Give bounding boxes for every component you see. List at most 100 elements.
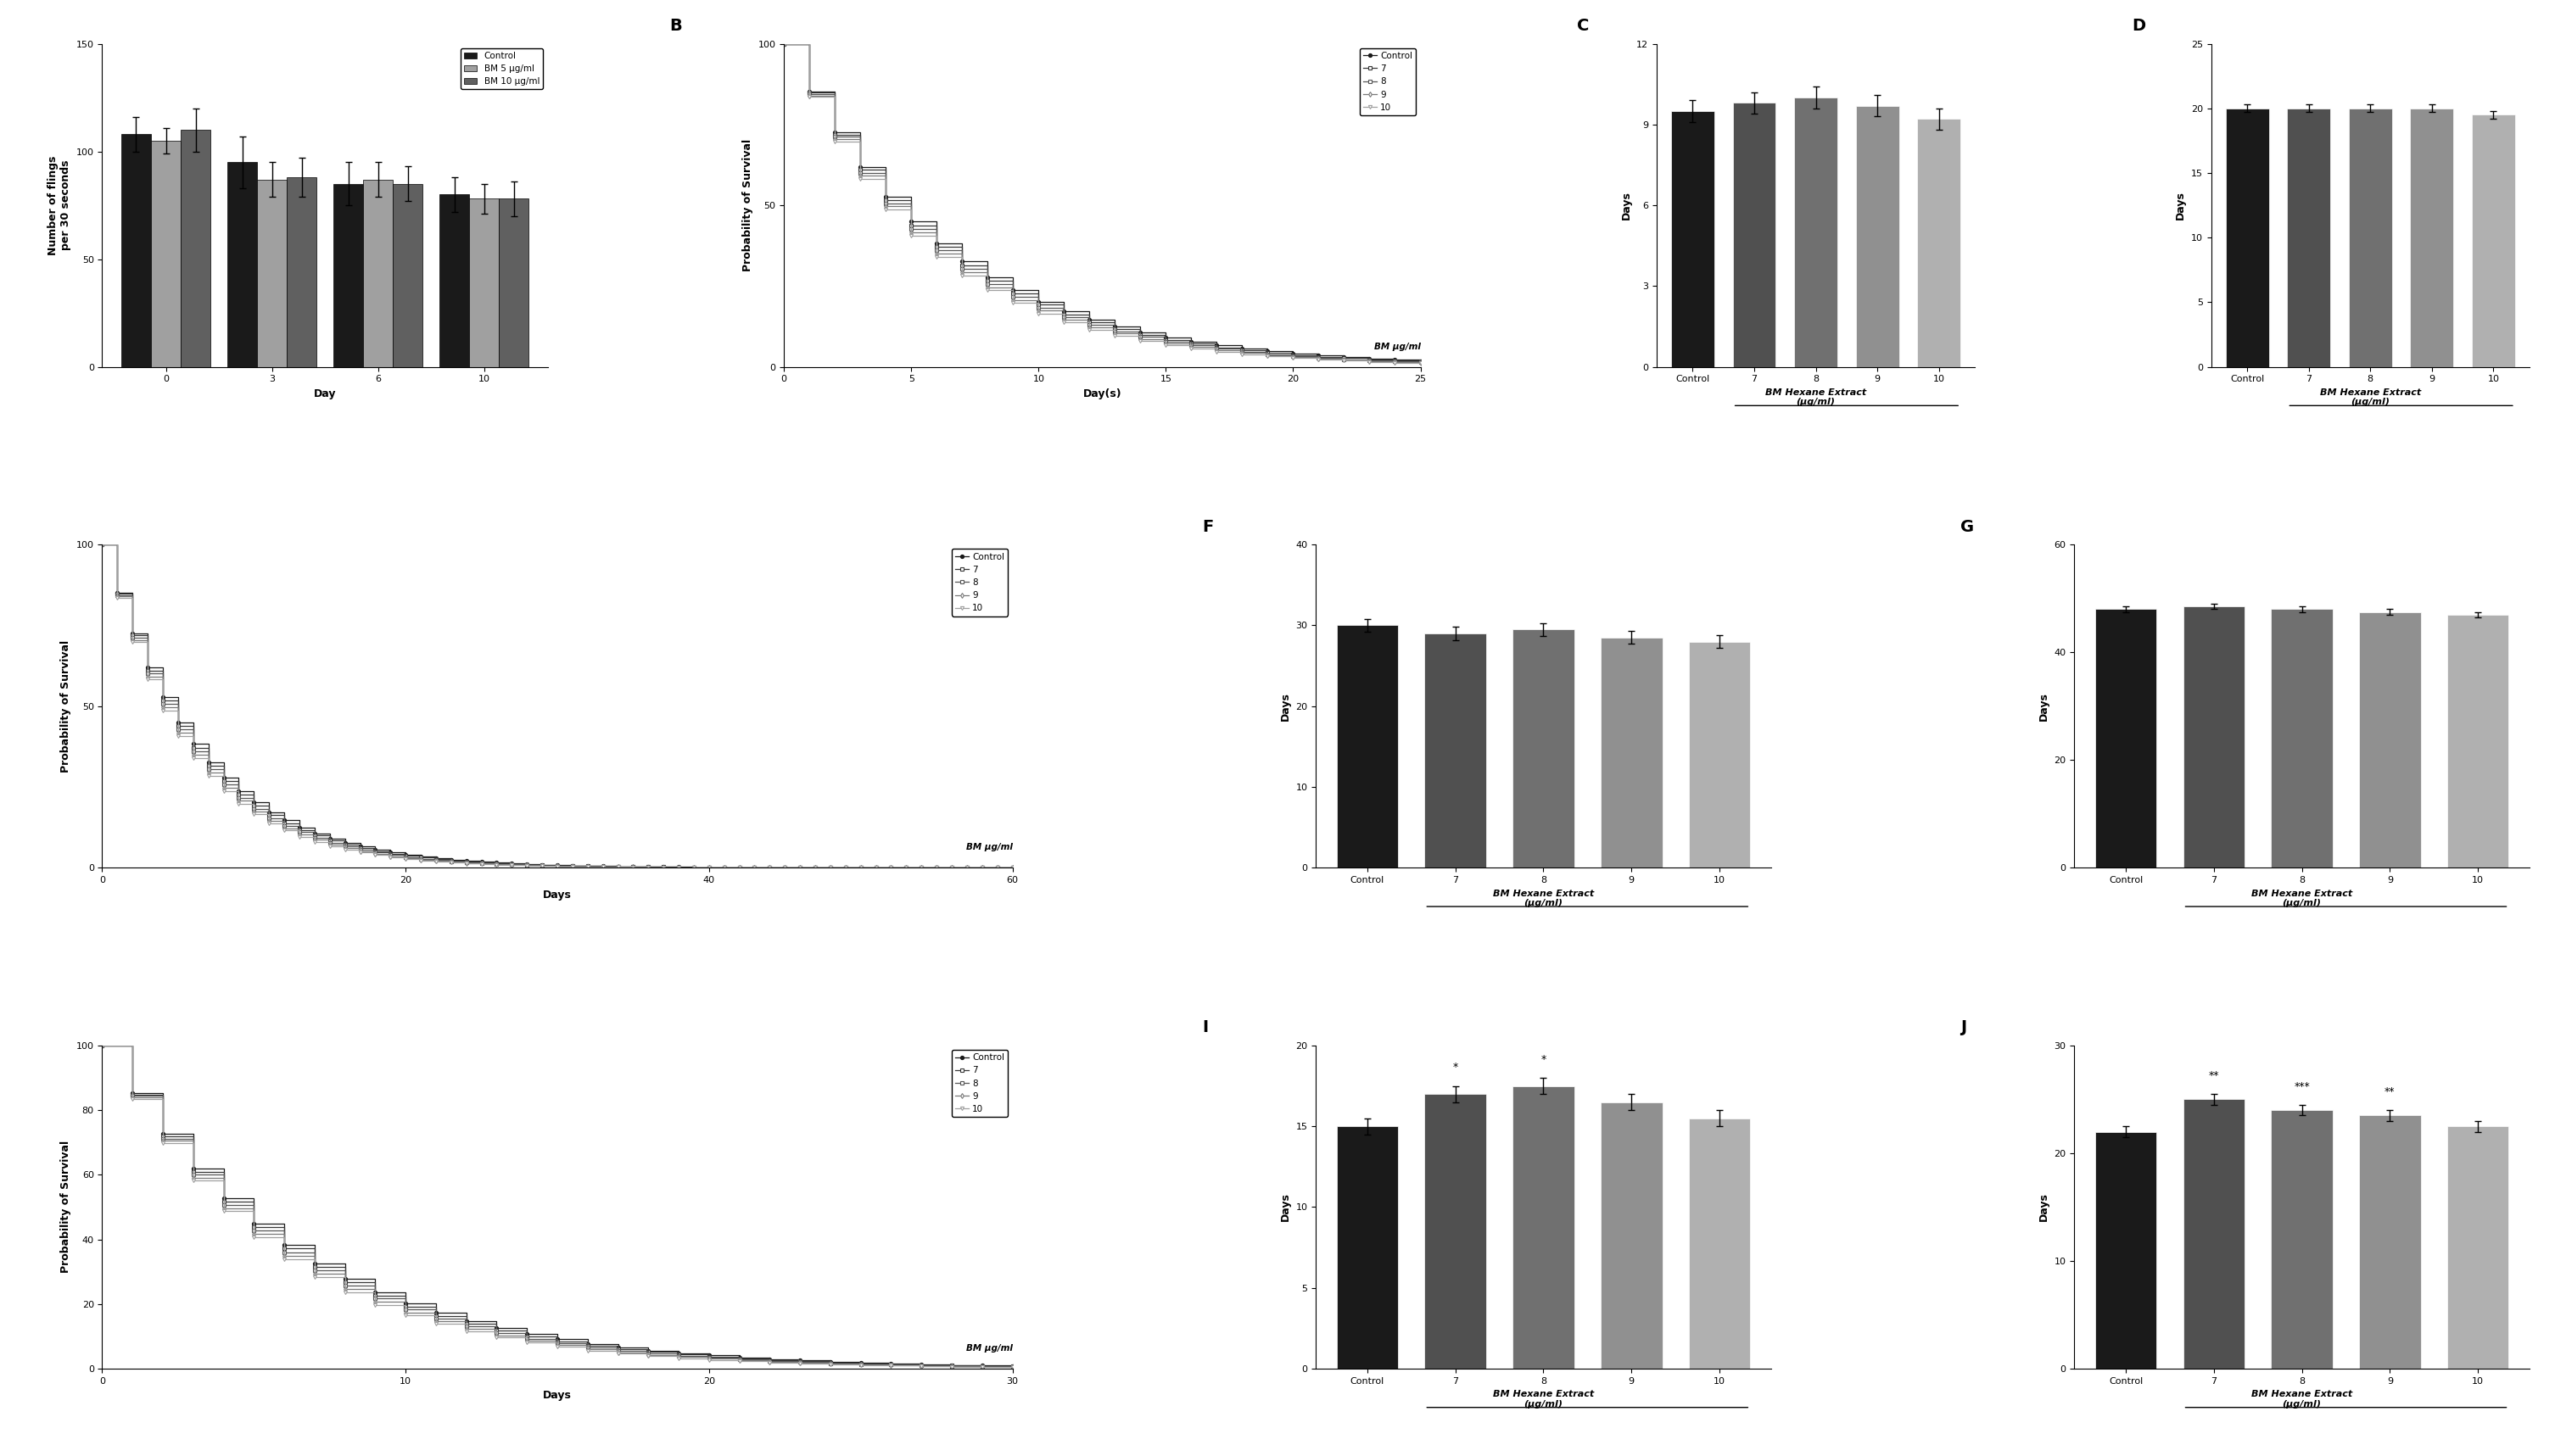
7 [148,1127,179,1144]
10 [268,1251,299,1268]
7 [664,1345,695,1363]
10 [1278,349,1308,367]
10 [1405,354,1436,371]
7 [935,1357,966,1374]
8 [966,1357,996,1374]
10 [299,1268,330,1286]
Text: *: * [1541,1054,1546,1064]
Text: BM µg/ml: BM µg/ml [966,843,1012,852]
8 [422,1310,452,1328]
8 [795,86,825,103]
Line: 10: 10 [100,1044,1014,1369]
Bar [2182,1099,2246,1369]
10 [1380,354,1410,371]
7 [815,1354,846,1372]
9 [876,859,907,877]
Control [871,188,902,205]
Y-axis label: Days: Days [1620,191,1633,220]
9 [966,1358,996,1376]
Control [815,1353,846,1370]
Y-axis label: Days: Days [1280,1192,1290,1222]
9 [1226,344,1257,361]
Control [876,1356,907,1373]
Control [1124,323,1155,341]
10 [973,281,1004,298]
Y-axis label: Probability of Survival: Probability of Survival [61,641,72,772]
8 [754,1353,784,1370]
Bar [1426,1093,1487,1369]
7 [795,84,825,102]
7 [1099,320,1129,338]
Line: 10: 10 [100,543,1014,869]
9 [118,1089,148,1107]
Bar [1426,633,1487,868]
7 [542,1332,572,1350]
9 [871,198,902,215]
9 [1405,354,1436,371]
8 [179,1166,210,1184]
10 [897,227,927,245]
Control [1099,317,1129,335]
Control [268,1236,299,1254]
Bar [151,141,181,367]
7 [330,1274,360,1291]
8 [815,1354,846,1372]
Control [1073,310,1104,328]
8 [846,165,876,182]
Bar [2448,1127,2509,1369]
7 [1278,347,1308,364]
7 [87,536,118,553]
Text: C: C [1576,17,1589,33]
Control [996,859,1027,877]
7 [973,272,1004,290]
Bar [1513,1086,1574,1369]
10 [1303,351,1334,368]
9 [406,850,437,868]
9 [422,1313,452,1331]
8 [769,35,800,52]
Control [820,124,851,141]
Control [907,1356,938,1373]
7 [996,1357,1027,1374]
9 [664,1348,695,1366]
Bar [393,183,422,367]
8 [723,1351,754,1369]
7 [876,1356,907,1373]
10 [795,89,825,106]
9 [480,1326,511,1344]
7 [87,1037,118,1054]
Control [1303,347,1334,364]
7 [754,1351,784,1369]
7 [922,237,953,255]
Y-axis label: Days: Days [2039,692,2049,721]
9 [634,859,664,877]
7 [603,1341,634,1358]
Y-axis label: Probability of Survival: Probability of Survival [741,140,754,271]
9 [876,1357,907,1374]
8 [511,1329,542,1347]
7 [1354,351,1385,368]
8 [299,1261,330,1278]
9 [1099,325,1129,342]
9 [1329,351,1359,368]
Line: 7: 7 [100,1044,1014,1369]
9 [820,131,851,149]
10 [1175,339,1206,357]
10 [664,1350,695,1367]
10 [1048,313,1078,331]
Control [406,847,437,865]
8 [820,128,851,146]
10 [360,1296,391,1313]
Control [207,1190,240,1207]
10 [511,1334,542,1351]
Bar [2448,614,2509,868]
Bar [2095,1131,2156,1369]
10 [996,1358,1027,1376]
Control [922,234,953,252]
Bar [470,199,498,367]
8 [360,1290,391,1307]
Control [634,1342,664,1360]
10 [922,249,953,266]
Bar [1599,638,1663,868]
7 [480,1322,511,1340]
